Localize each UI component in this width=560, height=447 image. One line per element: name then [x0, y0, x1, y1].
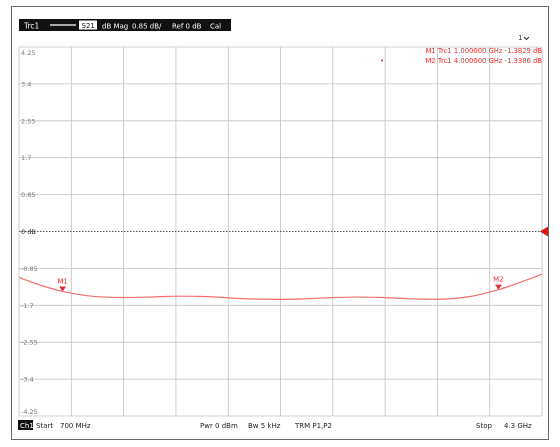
start-value[interactable]: 700 MHz	[60, 422, 91, 430]
marker-m2-triangle-icon[interactable]	[494, 284, 502, 290]
bandwidth-value[interactable]: Bw 5 kHz	[248, 422, 281, 430]
y-tick-label: -0.85	[21, 265, 38, 273]
chart-window: Trc1 S21 dB Mag 0.85 dB/ Ref 0 dB Cal 1 …	[11, 6, 549, 440]
power-value[interactable]: Pwr 0 dBm	[200, 422, 238, 430]
header-bar	[19, 19, 231, 31]
y-tick-label: 1.7	[21, 154, 31, 162]
channel-badge[interactable]	[18, 420, 33, 430]
trace-layer	[18, 273, 543, 300]
y-tick-label: 4.25	[21, 49, 35, 57]
stop-value[interactable]: 4.3 GHz	[504, 422, 532, 430]
active-marker-dot: •	[380, 57, 384, 65]
marker-m1-triangle-icon[interactable]	[59, 286, 67, 292]
parameter-box	[79, 20, 97, 30]
marker-readout-m2: M2 Trc1 4.000000 GHz -1.3386 dB	[426, 57, 543, 65]
start-label: Start	[36, 422, 53, 430]
marker-m2-label[interactable]: M2	[493, 276, 504, 284]
reference-level-arrow-icon[interactable]	[540, 226, 548, 237]
scale-label[interactable]: 0.85 dB/	[132, 23, 162, 31]
channel-label: Ch1	[20, 422, 34, 430]
format-label[interactable]: dB Mag	[102, 23, 128, 31]
window-number: 1	[518, 34, 522, 42]
y-tick-label: -1.7	[21, 302, 34, 310]
stop-label: Stop	[476, 422, 492, 430]
marker-readout-m1: M1 Trc1 1.000000 GHz -1.3829 dB	[426, 47, 543, 55]
reference-label[interactable]: Ref 0 dB	[172, 23, 202, 31]
cal-label[interactable]: Cal	[210, 23, 221, 31]
trace-name[interactable]: Trc1	[23, 22, 40, 31]
y-tick-label: -2.55	[21, 339, 38, 347]
y-tick-label: 2.55	[21, 117, 35, 125]
chevron-down-icon[interactable]	[523, 36, 530, 41]
y-tick-label: 3.4	[21, 80, 31, 88]
y-tick-labels: 4.25 3.4 2.55 1.7 0.85 0 dB -0.85 -1.7 -2.55 -3.4…	[21, 49, 38, 416]
y-tick-label: 0.85	[21, 191, 35, 199]
grid	[18, 46, 548, 417]
trace-line	[18, 273, 543, 300]
parameter-label[interactable]: S21	[82, 22, 95, 30]
trm-value[interactable]: TRM P1,P2	[294, 422, 332, 430]
marker-layer: M1 M2	[57, 276, 504, 292]
marker-readouts: M1 Trc1 1.000000 GHz -1.3829 dB M2 Trc1 …	[380, 47, 542, 65]
chart-svg: Trc1 S21 dB Mag 0.85 dB/ Ref 0 dB Cal 1 …	[18, 19, 548, 430]
marker-m1-label[interactable]: M1	[57, 278, 67, 286]
y-tick-label: -4.25	[21, 408, 38, 416]
y-tick-label: -3.4	[21, 376, 34, 384]
y-tick-label: 0 dB	[21, 228, 36, 236]
